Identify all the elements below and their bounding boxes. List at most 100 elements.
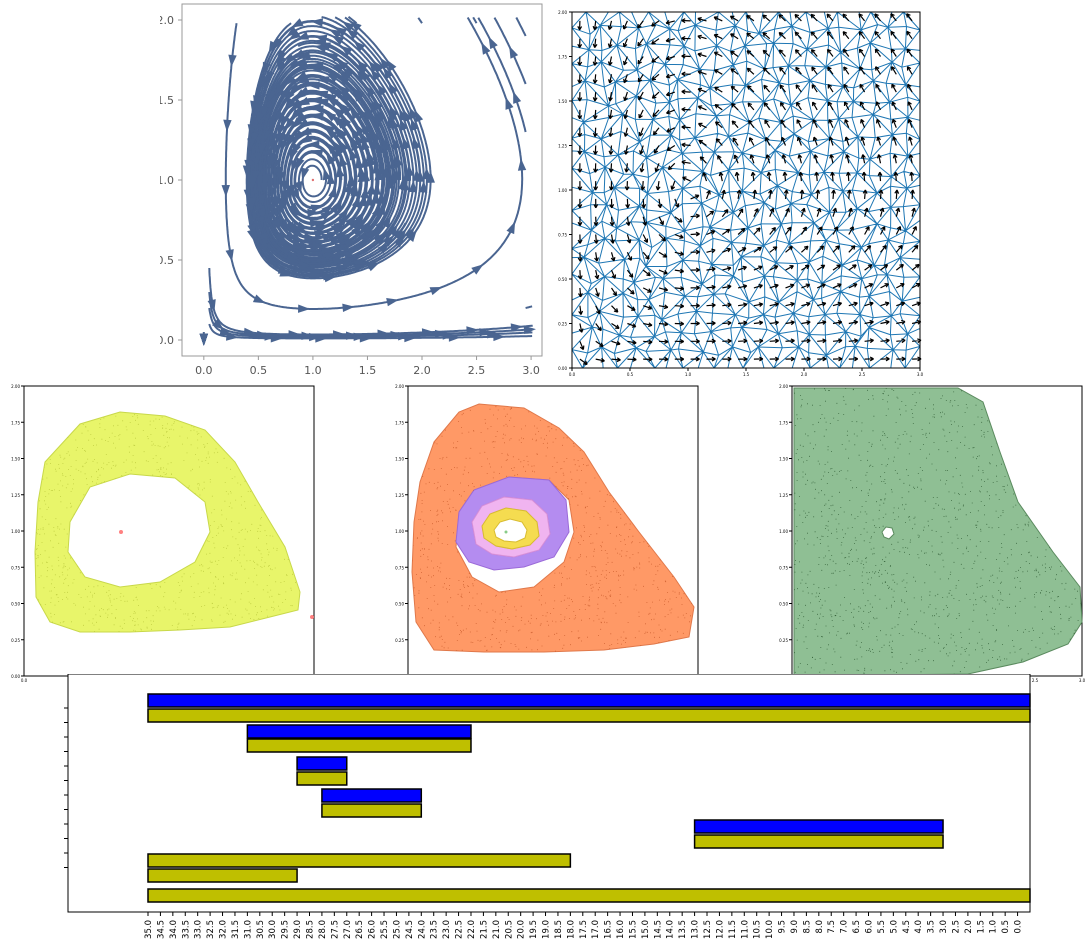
- stream-arrowhead: [349, 20, 362, 32]
- stream-line: [515, 17, 527, 37]
- stream-arrowhead: [376, 83, 387, 96]
- stream-arrowhead: [262, 241, 274, 254]
- x-tick-label: 2.0: [801, 372, 808, 377]
- x-tick-label: 34.0: [169, 920, 179, 939]
- streamplot-chart: 0.0 0.5 1.0 1.5 2.0 2.5 3.0 0.0 0.5 1.0 1.5 2.0: [160, 3, 543, 377]
- x-tick-label: 19.0: [542, 920, 552, 939]
- stream-arrowhead: [277, 236, 290, 248]
- x-tick-label: 12.0: [715, 920, 725, 939]
- x-tick-label: 8.0: [815, 920, 825, 934]
- stream-arrowhead: [361, 223, 373, 236]
- y-tick-label: 2.0: [160, 14, 174, 27]
- stream-arrowhead: [284, 53, 296, 65]
- barcode-bar: [321, 803, 423, 818]
- stream-arrowhead: [221, 185, 230, 198]
- stream-arrowhead: [373, 232, 385, 245]
- stream-arrowhead: [225, 249, 234, 262]
- x-tick-label: 17.0: [591, 920, 601, 939]
- stream-arrowhead: [336, 59, 349, 71]
- stream-line: [245, 16, 432, 280]
- x-tick-label: 16.5: [604, 920, 614, 939]
- streamplot-y-ticks: 0.0 0.5 1.0 1.5 2.0: [160, 14, 182, 347]
- barcode-bar: [296, 756, 348, 771]
- stream-arrowhead: [376, 109, 386, 122]
- x-tick-label: 15.5: [628, 920, 638, 939]
- x-tick-label: 12.5: [703, 920, 713, 939]
- stream-arrowhead: [421, 328, 435, 337]
- x-tick-label: 33.0: [194, 920, 204, 939]
- stream-arrowhead: [393, 235, 406, 248]
- stream-arrowhead: [368, 60, 380, 73]
- x-tick-label: 4.0: [914, 920, 924, 934]
- y-tick-label: 2.00: [558, 10, 567, 15]
- stream-arrowhead: [488, 36, 498, 50]
- vector-arrows: [577, 13, 922, 365]
- stream-arrowhead: [513, 91, 522, 104]
- stream-arrowhead: [328, 185, 337, 199]
- stream-arrowhead: [395, 228, 407, 241]
- x-tick-label: 25.5: [380, 920, 390, 939]
- x-tick-label: 2.5: [1032, 678, 1039, 683]
- barcode-bar: [296, 771, 348, 786]
- y-tick-label: 0.00: [558, 366, 567, 371]
- stream-arrowhead: [291, 206, 304, 218]
- x-tick-label: 32.0: [219, 920, 229, 939]
- stream-arrowhead: [293, 89, 306, 100]
- stream-arrowhead: [346, 28, 359, 40]
- y-tick-label: 1.75: [558, 55, 567, 60]
- barcode-y-ticks: [64, 707, 68, 868]
- x-tick-label: 3.0: [939, 920, 949, 934]
- stream-arrowhead: [199, 333, 209, 346]
- stream-arrowhead: [357, 106, 368, 120]
- yellow-x-ticks: 0.0: [21, 678, 28, 682]
- x-tick-label: 2.0: [413, 364, 431, 377]
- x-tick-label: 0.0: [1014, 920, 1024, 934]
- fixed-point-marker: [504, 530, 508, 534]
- x-tick-label: 13.5: [678, 920, 688, 939]
- x-tick-label: 26.0: [368, 920, 378, 939]
- y-tick-label: 1.50: [395, 457, 404, 462]
- stream-arrowhead: [382, 67, 394, 80]
- y-tick-label: 0.75: [779, 565, 788, 570]
- x-tick-label: 1.0: [304, 364, 322, 377]
- x-tick-label: 22.5: [455, 920, 465, 939]
- stream-arrowhead: [354, 210, 365, 224]
- mesh-vector-chart: 0.00 0.25 0.50 0.75 1.00 1.25 1.50 1.75 2.00 0.0…: [558, 10, 924, 377]
- stream-arrowhead: [353, 40, 366, 52]
- y-tick-label: 1.75: [395, 420, 404, 425]
- stream-arrowhead: [298, 304, 311, 313]
- stream-arrowhead: [259, 182, 269, 195]
- y-tick-label: 0.0: [160, 334, 174, 347]
- stream-arrowhead: [286, 184, 295, 198]
- stream-arrowhead: [345, 214, 357, 227]
- y-tick-label: 2.00: [779, 384, 788, 389]
- y-tick-label: 1.75: [11, 420, 20, 425]
- yellow-y-ticks: 0.00 0.25 0.50 0.75 1.00 1.25 1.50 1.75 2.00: [11, 384, 24, 679]
- stream-arrowhead: [342, 303, 355, 313]
- stream-arrowhead: [298, 51, 312, 60]
- y-tick-label: 0.25: [395, 638, 404, 643]
- stream-arrowhead: [291, 18, 304, 28]
- x-tick-label: 15.0: [641, 920, 651, 939]
- barcode-bar: [693, 834, 944, 849]
- x-tick-label: 6.0: [865, 920, 875, 934]
- barcode-chart: 35.0 34.5 34.0 33.5 33.0 32.5 32.0 31.5 31.0 30.5…: [64, 674, 1031, 939]
- stream-line: [347, 16, 358, 24]
- stream-arrowhead: [307, 140, 320, 149]
- x-tick-label: 18.0: [566, 920, 576, 939]
- stream-arrowhead: [382, 165, 391, 178]
- stream-arrowhead: [466, 326, 479, 335]
- stream-arrowhead: [331, 35, 345, 46]
- x-tick-label: 1.5: [976, 920, 986, 934]
- stream-arrowhead: [371, 226, 383, 239]
- stream-arrowhead: [361, 155, 370, 168]
- mesh-vector-arrows: [577, 13, 922, 365]
- stream-arrowhead: [398, 177, 407, 190]
- stream-arrowhead: [392, 168, 401, 181]
- stream-arrowhead: [285, 117, 296, 131]
- barcode-x-ticks: 35.0 34.5 34.0 33.5 33.0 32.5 32.0 31.5 31.0 30.5…: [144, 912, 1024, 939]
- y-tick-label: 2.00: [395, 384, 404, 389]
- x-tick-label: 30.5: [256, 920, 266, 939]
- stream-arrowhead: [402, 169, 412, 182]
- edge-point-marker: [310, 615, 314, 619]
